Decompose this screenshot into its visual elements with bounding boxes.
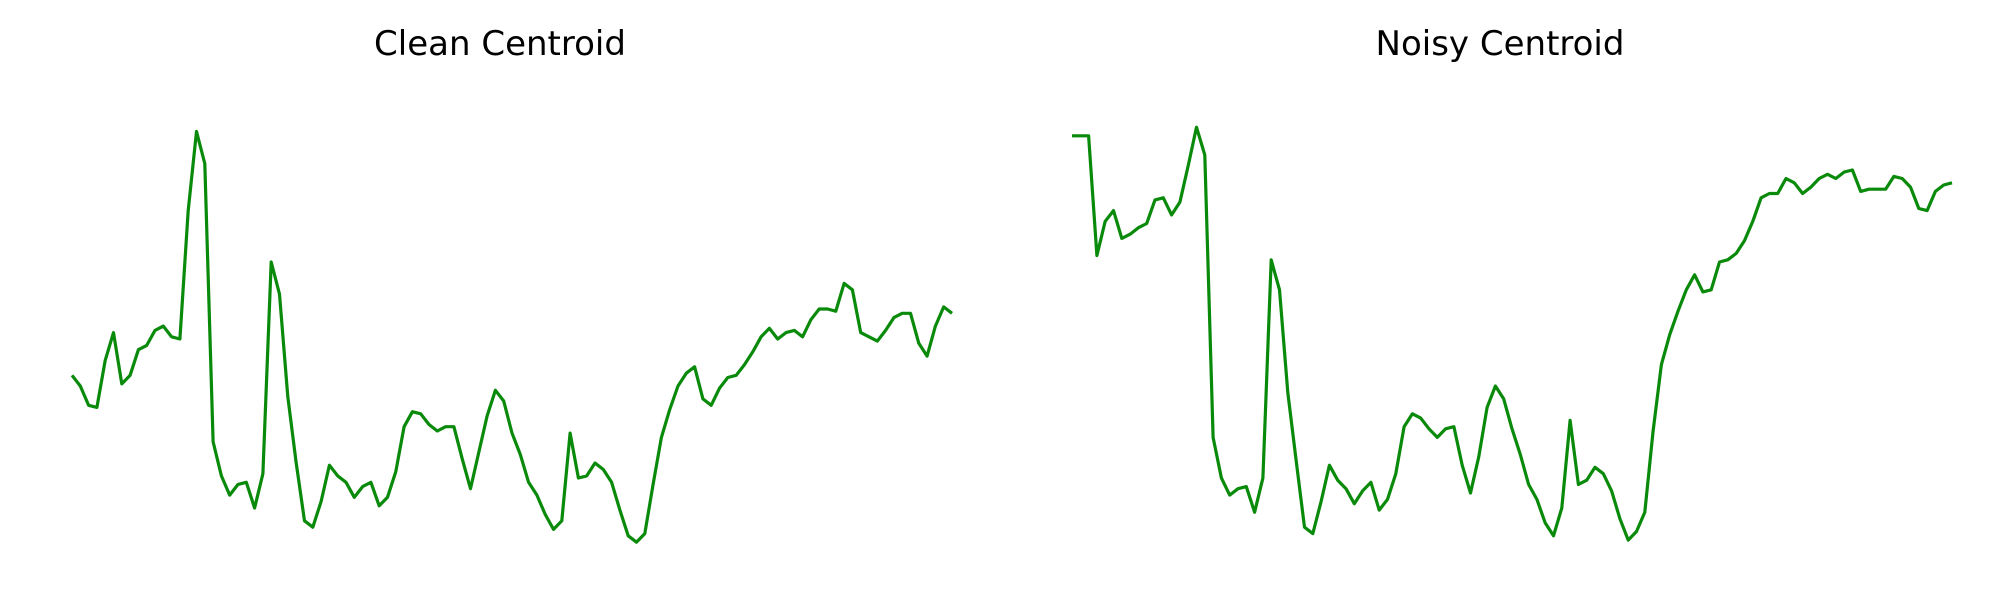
chart-clean-centroid bbox=[70, 129, 953, 544]
chart-title-clean: Clean Centroid bbox=[374, 24, 626, 64]
chart-noisy-centroid bbox=[1072, 125, 1953, 542]
panel-clean-centroid: Clean Centroid bbox=[70, 24, 953, 544]
series-line bbox=[1072, 125, 1953, 542]
panel-noisy-centroid: Noisy Centroid bbox=[1000, 0, 2000, 600]
series-line bbox=[70, 129, 953, 544]
chart-title-noisy: Noisy Centroid bbox=[1375, 24, 1625, 64]
